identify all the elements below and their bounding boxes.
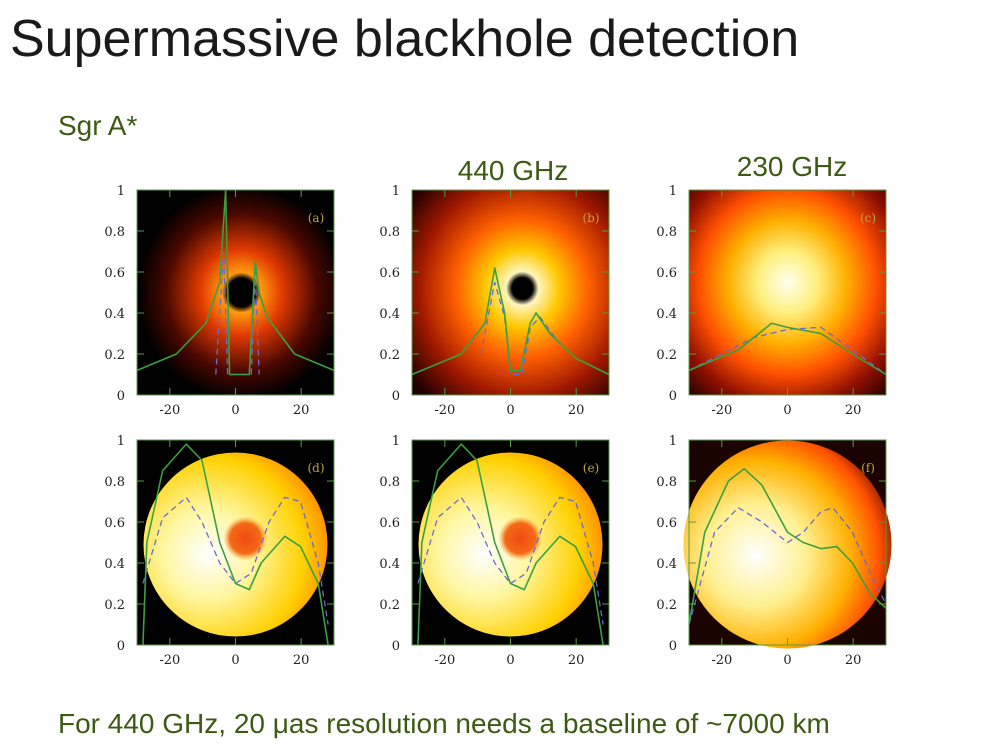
x-tick-label: 0: [506, 403, 514, 418]
column-label: 440 GHz: [458, 155, 569, 186]
y-tick-label: 0.2: [656, 598, 677, 613]
y-tick-label: 0.2: [379, 348, 400, 363]
y-tick-label: 1: [669, 434, 677, 449]
y-tick-label: 0.8: [379, 225, 400, 240]
y-tick-label: 0.8: [104, 475, 125, 490]
profile: [417, 443, 604, 646]
panel: (f) 0 0.2 0.4 0.6 0.8 1 -20 0 20: [656, 434, 892, 668]
y-tick-label: 0.2: [104, 348, 125, 363]
y-tick-label: 1: [117, 434, 125, 449]
y-tick-label: 0.2: [656, 348, 677, 363]
spot: [498, 516, 543, 561]
y-tick-label: 0.4: [379, 557, 400, 572]
profile-dashed: [480, 282, 561, 376]
slide-title: Supermassive blackhole detection: [10, 10, 799, 68]
spot: [223, 516, 268, 561]
profile-dashed: [215, 251, 260, 376]
y-tick-label: 0.8: [104, 225, 125, 240]
x-tick-label: 0: [231, 403, 239, 418]
panel-label: (a): [308, 211, 325, 225]
x-tick-label: 0: [231, 653, 239, 668]
y-tick-label: 0.8: [379, 475, 400, 490]
panel-label: (b): [582, 211, 599, 225]
y-tick-label: 1: [117, 184, 125, 199]
panel: (c) 0 0.2 0.4 0.6 0.8 1 -20 0 20: [656, 184, 887, 418]
disk: [683, 440, 892, 649]
y-tick-label: 0.6: [379, 266, 400, 281]
x-tick-label: -20: [159, 653, 180, 668]
profile-dashed: [688, 326, 887, 376]
y-tick-label: 0.4: [104, 307, 125, 322]
x-tick-label: 20: [568, 403, 585, 418]
y-tick-label: 1: [392, 184, 400, 199]
y-tick-label: 0: [669, 389, 677, 404]
x-tick-label: -20: [711, 653, 732, 668]
y-tick-label: 0: [392, 389, 400, 404]
x-tick-label: -20: [159, 403, 180, 418]
panel: (b) 0 0.2 0.4 0.6 0.8 1 -20 0 20: [379, 184, 610, 418]
panel: (a) 0 0.2 0.4 0.6 0.8 1 -20 0 20: [104, 184, 335, 418]
profile: [411, 267, 610, 376]
subtitle: Sgr A*: [58, 110, 137, 141]
panel-label: (c): [860, 211, 876, 225]
x-tick-label: 0: [506, 653, 514, 668]
profile: [136, 189, 335, 376]
x-tick-label: 20: [568, 653, 585, 668]
x-tick-label: -20: [434, 403, 455, 418]
y-tick-label: 0.4: [656, 307, 677, 322]
panel-label: (f): [861, 461, 875, 475]
x-tick-label: 20: [293, 653, 310, 668]
profile-dashed: [417, 496, 604, 625]
y-tick-label: 0.6: [104, 516, 125, 531]
profile-dashed: [142, 496, 329, 625]
x-tick-label: -20: [711, 403, 732, 418]
y-tick-label: 0.6: [656, 266, 677, 281]
y-tick-label: 1: [669, 184, 677, 199]
y-tick-label: 0: [392, 639, 400, 654]
profile: [688, 467, 887, 625]
profile-dashed: [688, 506, 887, 625]
y-tick-label: 0.6: [656, 516, 677, 531]
profile: [688, 322, 887, 376]
y-tick-label: 0.2: [379, 598, 400, 613]
y-tick-label: 0: [117, 389, 125, 404]
y-tick-label: 0.4: [656, 557, 677, 572]
x-tick-label: -20: [434, 653, 455, 668]
y-tick-label: 0: [117, 639, 125, 654]
x-tick-label: 20: [293, 403, 310, 418]
x-tick-label: 0: [783, 403, 791, 418]
panel-label: (d): [307, 461, 324, 475]
x-tick-label: 0: [783, 653, 791, 668]
x-tick-label: 20: [845, 653, 862, 668]
footer: For 440 GHz, 20 μas resolution needs a b…: [58, 708, 830, 739]
y-tick-label: 0.4: [379, 307, 400, 322]
y-tick-label: 0.8: [656, 225, 677, 240]
x-tick-label: 20: [845, 403, 862, 418]
y-tick-label: 0.6: [379, 516, 400, 531]
panel: (d) 0 0.2 0.4 0.6 0.8 1 -20 0 20: [104, 434, 335, 668]
panel: (e) 0 0.2 0.4 0.6 0.8 1 -20 0 20: [379, 434, 610, 668]
panel-image: [137, 190, 334, 395]
panel-label: (e): [583, 461, 599, 475]
y-tick-label: 0.6: [104, 266, 125, 281]
profile: [142, 443, 329, 646]
y-tick-label: 0.4: [104, 557, 125, 572]
y-tick-label: 0.2: [104, 598, 125, 613]
panel-image: [689, 190, 886, 395]
y-tick-label: 0.8: [656, 475, 677, 490]
y-tick-label: 0: [669, 639, 677, 654]
y-tick-label: 1: [392, 434, 400, 449]
column-label: 230 GHz: [737, 151, 848, 182]
